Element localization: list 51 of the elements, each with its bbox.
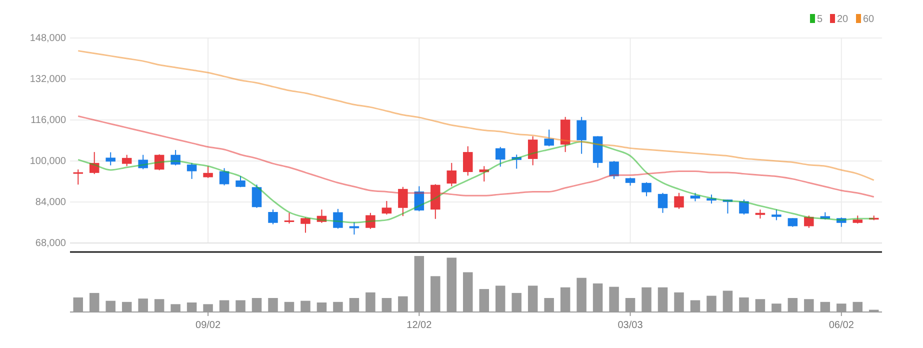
candlestick [316, 209, 327, 224]
y-tick-label: 148,000 [30, 33, 66, 44]
legend-label: 20 [837, 14, 849, 25]
y-tick-label: 84,000 [35, 197, 66, 208]
candlestick [122, 154, 132, 167]
candlestick [479, 166, 489, 182]
candlestick [138, 154, 148, 170]
x-tick-label: 12/02 [406, 320, 432, 331]
candlestick [89, 152, 100, 175]
x-tick-label: 09/02 [196, 320, 221, 331]
candlestick [544, 129, 554, 147]
y-tick-label: 116,000 [30, 115, 66, 126]
candlestick [268, 209, 278, 225]
candlestick [284, 212, 294, 224]
candlestick [398, 186, 408, 217]
candlestick [772, 209, 782, 221]
candlestick [512, 154, 522, 170]
candlestick [203, 166, 213, 178]
candlestick [446, 162, 457, 187]
candlestick [349, 222, 360, 236]
y-tick-label: 132,000 [30, 74, 66, 85]
candlestick [674, 192, 684, 210]
candlestick [722, 199, 733, 214]
y-tick-label: 68,000 [35, 238, 66, 249]
candlestick [804, 215, 814, 228]
candlestick [609, 160, 619, 180]
candlestick [414, 186, 424, 212]
candlestick [576, 116, 586, 154]
candlestick [300, 217, 310, 234]
x-tick-label: 03/03 [618, 320, 644, 331]
candlestick [154, 154, 164, 171]
candlestick [170, 149, 180, 166]
y-tick-label: 100,000 [30, 156, 66, 167]
legend-label: 60 [863, 14, 875, 25]
candlestick [528, 136, 538, 166]
candlestick [333, 208, 343, 230]
legend-label: 5 [817, 14, 823, 25]
candlestick [366, 212, 376, 230]
candlestick [186, 162, 197, 180]
candlestick [658, 192, 668, 214]
candlestick [252, 184, 262, 208]
candlestick [739, 199, 749, 216]
candlestick [73, 168, 83, 186]
candlestick [463, 146, 473, 176]
candlestick [219, 168, 230, 186]
candlestick [382, 200, 392, 216]
candlestick [106, 152, 116, 166]
x-tick-label: 06/02 [828, 320, 854, 331]
candlestick [642, 182, 652, 197]
candlestick [836, 217, 846, 228]
candlestick [495, 146, 506, 168]
